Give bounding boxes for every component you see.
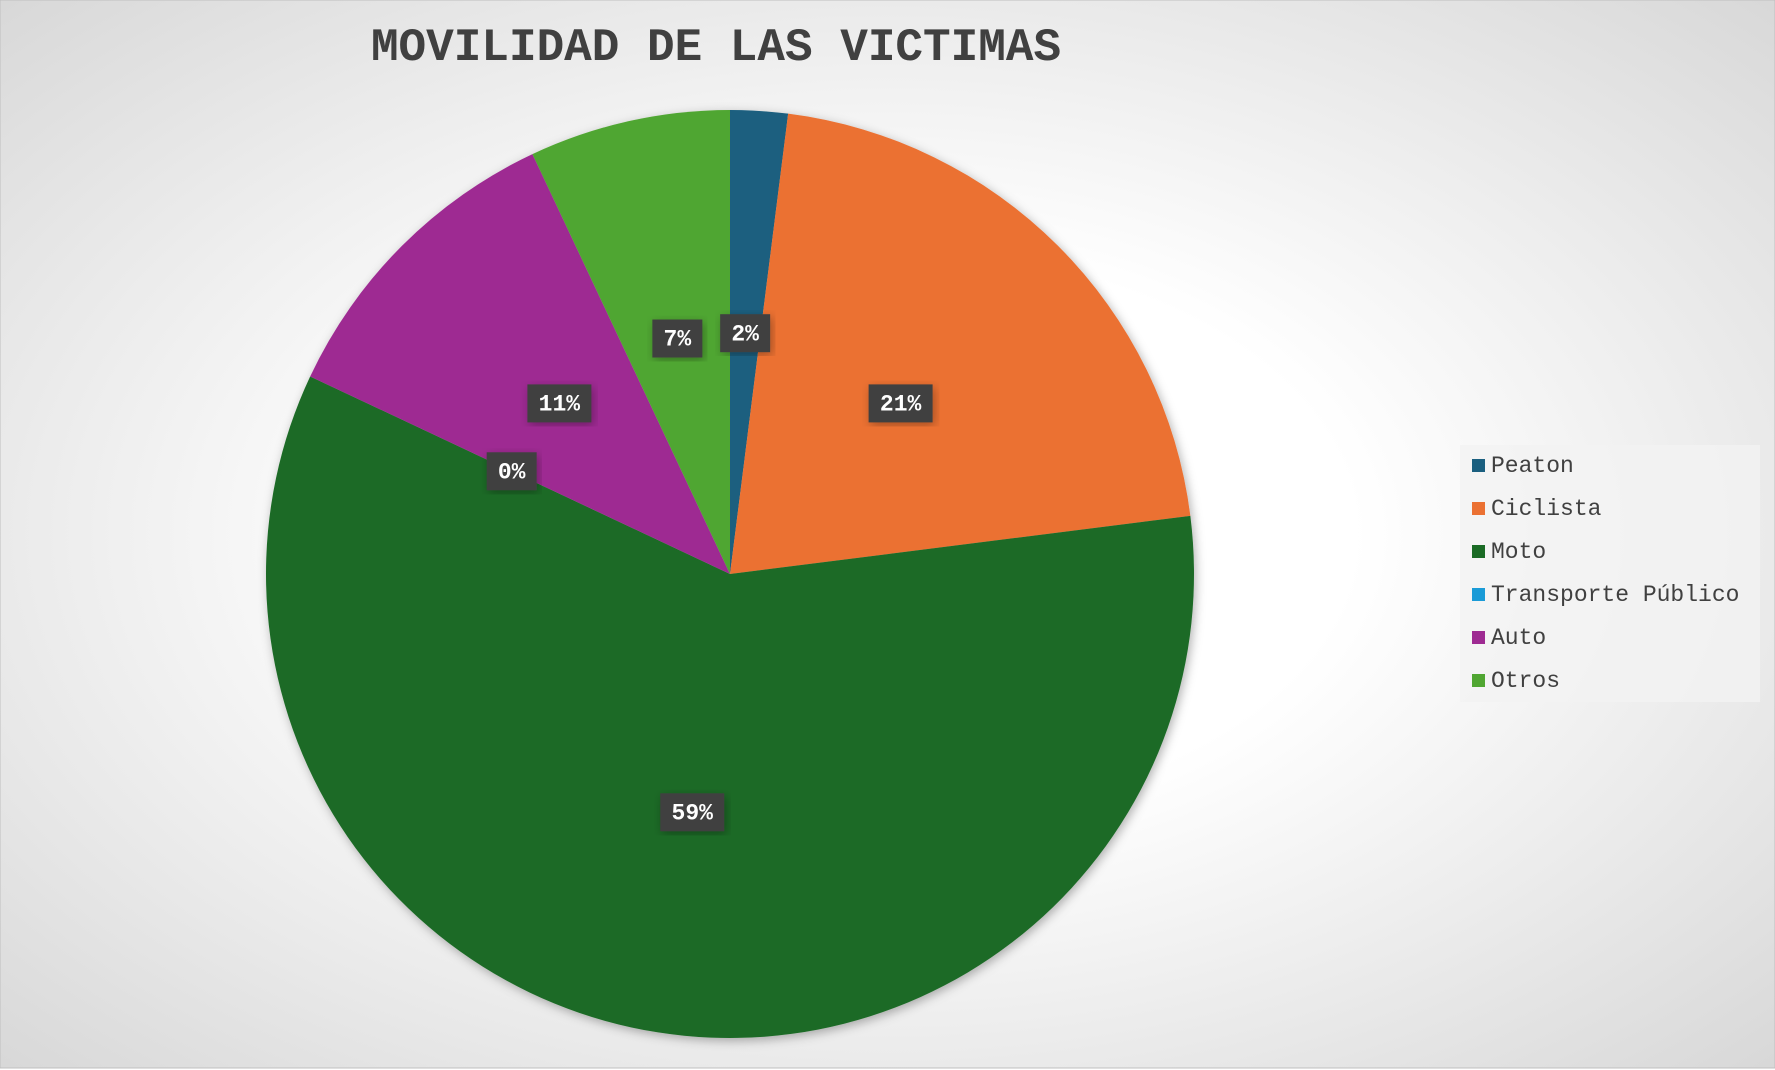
pie-slice: [310, 154, 730, 574]
data-label: 0%: [498, 459, 526, 485]
legend-label: Transporte Público: [1491, 582, 1739, 608]
data-label-box: [527, 384, 592, 423]
data-label-box: [868, 384, 933, 423]
data-label-box: [486, 452, 537, 491]
legend-marker: [1472, 502, 1485, 515]
data-label: 21%: [880, 391, 922, 417]
legend-label: Moto: [1491, 539, 1546, 565]
data-label: 2%: [731, 321, 759, 347]
pie: [266, 110, 1194, 1038]
legend-box: [1460, 445, 1760, 702]
pie-slice: [532, 110, 730, 574]
legend-marker: [1472, 631, 1485, 644]
data-label: 59%: [672, 800, 714, 826]
chart-title: MOVILIDAD DE LAS VICTIMAS: [371, 22, 1061, 74]
legend-marker: [1472, 588, 1485, 601]
legend-label: Otros: [1491, 668, 1560, 694]
legend-label: Ciclista: [1491, 496, 1602, 522]
data-label-box: [660, 793, 725, 832]
legend-label: Peaton: [1491, 453, 1574, 479]
legend-marker: [1472, 674, 1485, 687]
legend-marker: [1472, 545, 1485, 558]
data-label-box: [652, 319, 703, 358]
data-label: 11%: [539, 391, 581, 417]
legend-marker: [1472, 459, 1485, 472]
pie-slice: [730, 113, 1191, 574]
data-label: 7%: [664, 327, 692, 353]
legend-label: Auto: [1491, 625, 1546, 651]
pie-slice: [266, 376, 1194, 1038]
data-label-box: [720, 314, 771, 353]
